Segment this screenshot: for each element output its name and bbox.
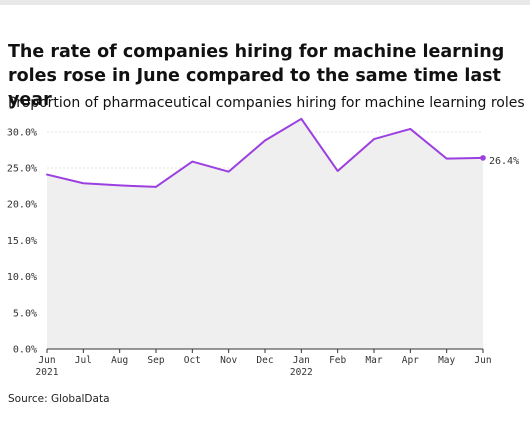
- y-tick-label: 15.0%: [7, 236, 37, 247]
- x-tick-label: Aug: [111, 355, 128, 366]
- end-value-label: 26.4%: [489, 156, 519, 167]
- data-series: 26.4%: [46, 117, 519, 188]
- x-tick-label: May: [438, 355, 455, 366]
- y-axis-ticks: 0.0% 5.0% 10.0% 15.0% 20.0% 25.0% 30.0%: [7, 127, 37, 355]
- x-tick-label: Dec: [256, 355, 273, 366]
- x-tick-label: Jan: [293, 355, 310, 366]
- top-rule: [0, 0, 530, 5]
- end-point-marker: [480, 155, 486, 161]
- chart-subtitle: Proportion of pharmaceutical companies h…: [8, 95, 525, 111]
- source-note: Source: GlobalData: [8, 393, 110, 405]
- x-tick-label: Nov: [220, 355, 237, 366]
- x-tick-label: Oct: [184, 355, 201, 366]
- x-tick-label: Jun: [38, 355, 55, 366]
- area-fill: [47, 118, 483, 349]
- x-tick-label: Apr: [402, 355, 419, 366]
- x-tick-year-label: 2021: [36, 367, 59, 378]
- x-tick-label: Sep: [147, 355, 164, 366]
- x-tick-label: Jul: [75, 355, 92, 366]
- y-tick-label: 30.0%: [7, 127, 37, 138]
- area-fill-layer: [47, 118, 483, 349]
- y-tick-label: 25.0%: [7, 164, 37, 175]
- y-tick-label: 10.0%: [7, 272, 37, 283]
- y-tick-label: 20.0%: [7, 200, 37, 211]
- x-tick-label: Mar: [365, 355, 382, 366]
- y-tick-label: 5.0%: [13, 308, 37, 319]
- y-tick-label: 0.0%: [13, 345, 37, 356]
- chart-title: The rate of companies hiring for machine…: [8, 42, 505, 110]
- x-tick-label: Feb: [329, 355, 346, 366]
- x-tick-year-label: 2022: [290, 367, 313, 378]
- series-line: [46, 117, 484, 188]
- x-tick-label: Jun: [474, 355, 491, 366]
